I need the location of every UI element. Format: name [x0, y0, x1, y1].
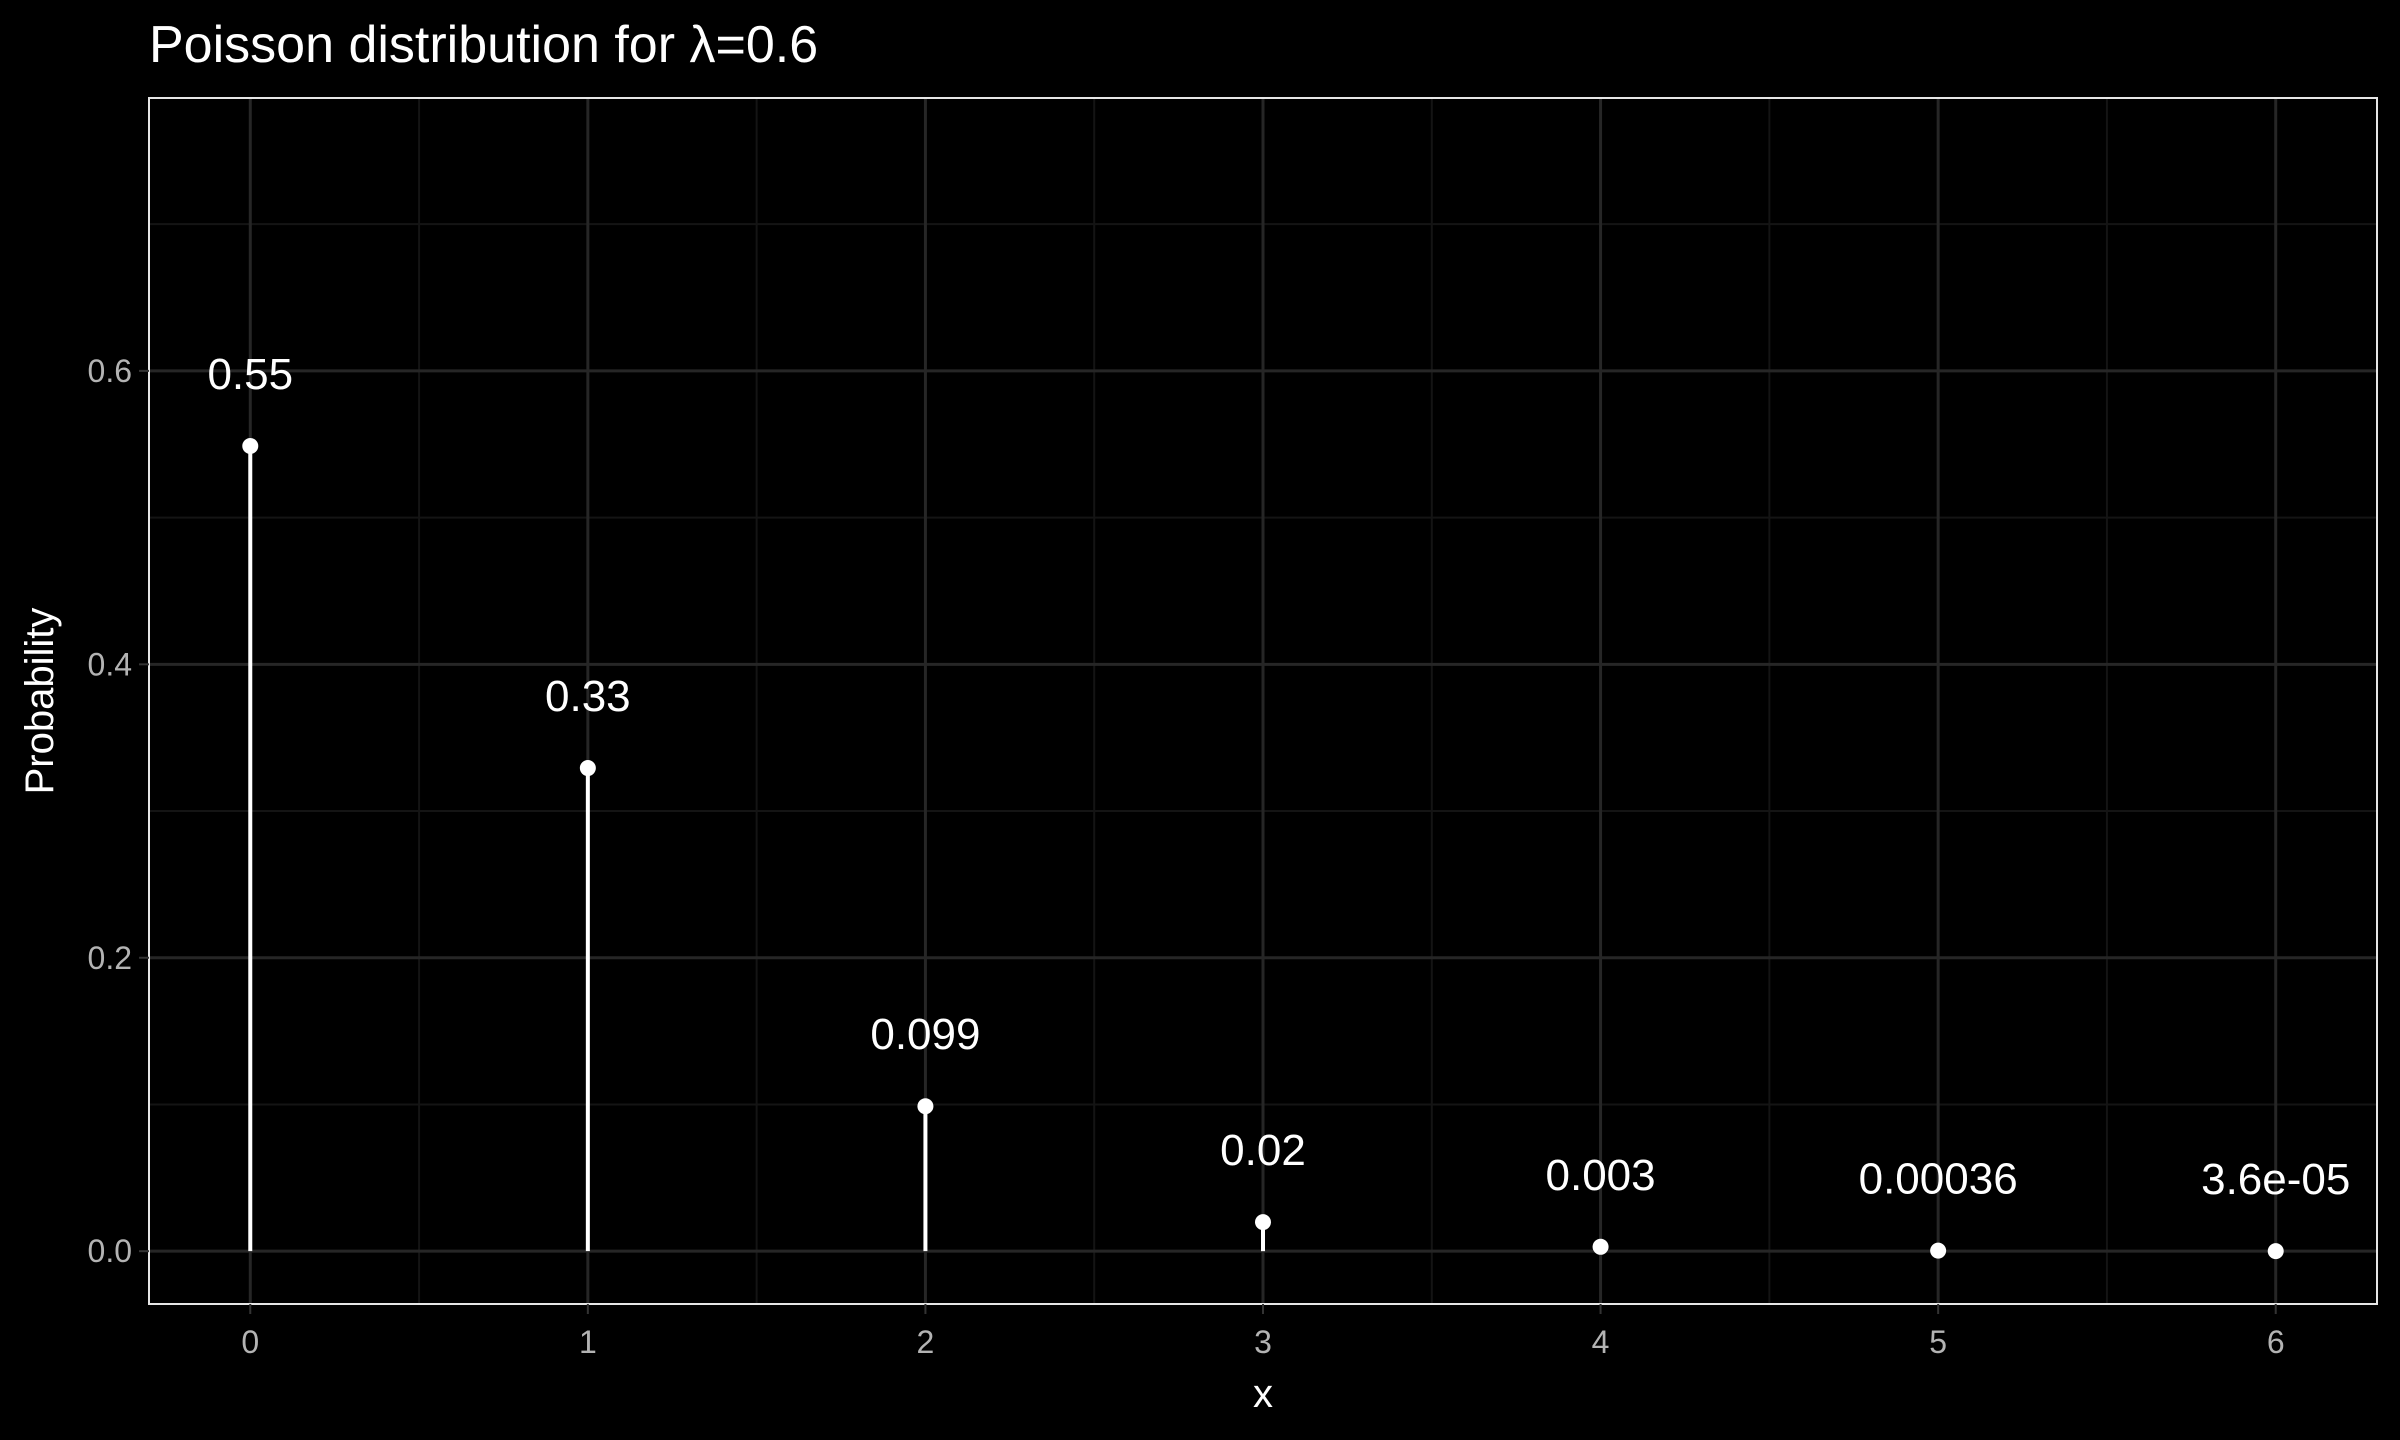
x-axis-title: x [1253, 1372, 1273, 1416]
data-labels: 0.55 0.33 0.099 0.02 0.003 0.00036 3.6e-05 [207, 350, 2350, 1204]
chart-title: Poisson distribution for λ=0.6 [149, 16, 818, 74]
x-tick-label: 1 [579, 1324, 597, 1360]
y-tick-label: 0.0 [88, 1233, 132, 1269]
x-tick-label: 0 [241, 1324, 259, 1360]
y-tick-label: 0.6 [88, 353, 132, 389]
x-tick-label: 6 [2267, 1324, 2285, 1360]
point-x3 [1255, 1214, 1271, 1231]
point-x5 [1930, 1242, 1947, 1259]
x-tick-label: 4 [1592, 1324, 1610, 1360]
y-tick-label: 0.2 [88, 940, 132, 976]
x-axis-ticks: 0 1 2 3 4 5 6 [241, 1304, 2285, 1360]
data-label-x3: 0.02 [1220, 1126, 1306, 1175]
data-label-x4: 0.003 [1546, 1151, 1656, 1200]
point-x6 [2267, 1243, 2284, 1260]
point-x0 [242, 438, 259, 455]
x-tick-label: 2 [917, 1324, 935, 1360]
data-label-x5: 0.00036 [1859, 1155, 2018, 1204]
y-axis-title: Probability [18, 608, 62, 795]
x-tick-label: 3 [1254, 1324, 1272, 1360]
point-x2 [917, 1098, 934, 1115]
point-x4 [1592, 1238, 1609, 1255]
point-x1 [579, 760, 596, 777]
data-label-x0: 0.55 [207, 350, 293, 399]
y-tick-label: 0.4 [88, 646, 132, 682]
lollipop-stems [248, 446, 2278, 1252]
x-tick-label: 5 [1929, 1324, 1947, 1360]
data-label-x2: 0.099 [870, 1010, 980, 1059]
data-label-x6: 3.6e-05 [2201, 1155, 2350, 1204]
lollipop-points [242, 438, 2284, 1260]
data-label-x1: 0.33 [545, 672, 631, 721]
y-axis-ticks: 0.0 0.2 0.4 0.6 [88, 353, 149, 1269]
